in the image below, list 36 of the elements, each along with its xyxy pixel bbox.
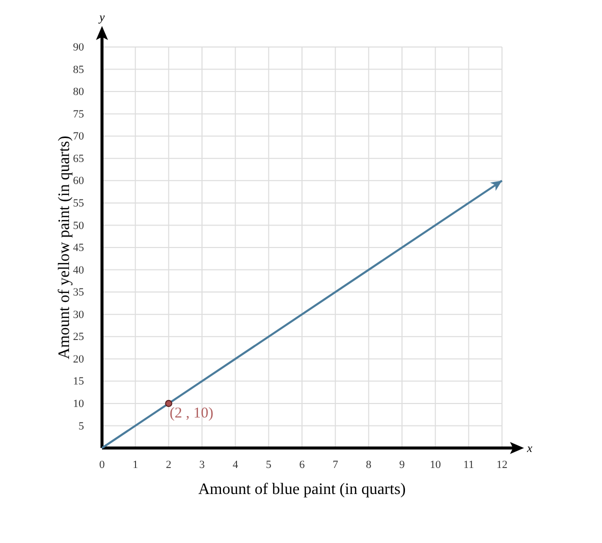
y-tick-label: 85 <box>73 64 84 76</box>
y-tick-label: 10 <box>73 398 84 410</box>
x-tick-label: 6 <box>299 458 306 471</box>
y-tick-label: 50 <box>73 220 84 232</box>
y-tick-label: 60 <box>73 175 84 188</box>
x-tick-label: 3 <box>199 458 206 471</box>
x-tick-label: 8 <box>366 458 372 471</box>
text: y <box>98 10 106 24</box>
x-tick-label: 1 <box>132 458 138 471</box>
y-tick-label: 30 <box>73 308 84 321</box>
x-tick-label: 7 <box>332 458 339 471</box>
y-tick-label: 25 <box>73 331 84 344</box>
text: x <box>526 441 533 455</box>
x-tick-label: 10 <box>430 458 442 471</box>
y-tick-label: 5 <box>78 420 84 432</box>
y-tick-label: 65 <box>73 152 84 165</box>
y-axis-title: Amount of yellow paint (in quarts) <box>56 136 73 360</box>
y-tick-label: 20 <box>73 353 84 366</box>
x-tick-label: 9 <box>399 458 406 471</box>
y-tick-label: 90 <box>73 42 84 54</box>
x-tick-label: 0 <box>99 458 106 471</box>
y-tick-label: 45 <box>73 242 84 254</box>
x-tick-label: 4 <box>232 458 239 471</box>
x-tick-label: 12 <box>496 458 508 471</box>
y-tick-label: 15 <box>73 376 84 388</box>
y-tick-label: 40 <box>73 264 84 276</box>
y-tick-label: 75 <box>73 108 84 120</box>
x-tick-label: 5 <box>266 458 272 471</box>
x-tick-label: 11 <box>463 458 474 471</box>
x-axis-title: Amount of blue paint (in quarts) <box>198 481 406 498</box>
y-tick-label: 55 <box>73 197 84 210</box>
x-tick-label: 2 <box>166 458 172 471</box>
y-tick-label: 70 <box>73 130 84 143</box>
y-tick-label: 80 <box>73 86 84 98</box>
annotation: (2 , 10) <box>170 405 214 422</box>
y-tick-label: 35 <box>73 286 84 299</box>
